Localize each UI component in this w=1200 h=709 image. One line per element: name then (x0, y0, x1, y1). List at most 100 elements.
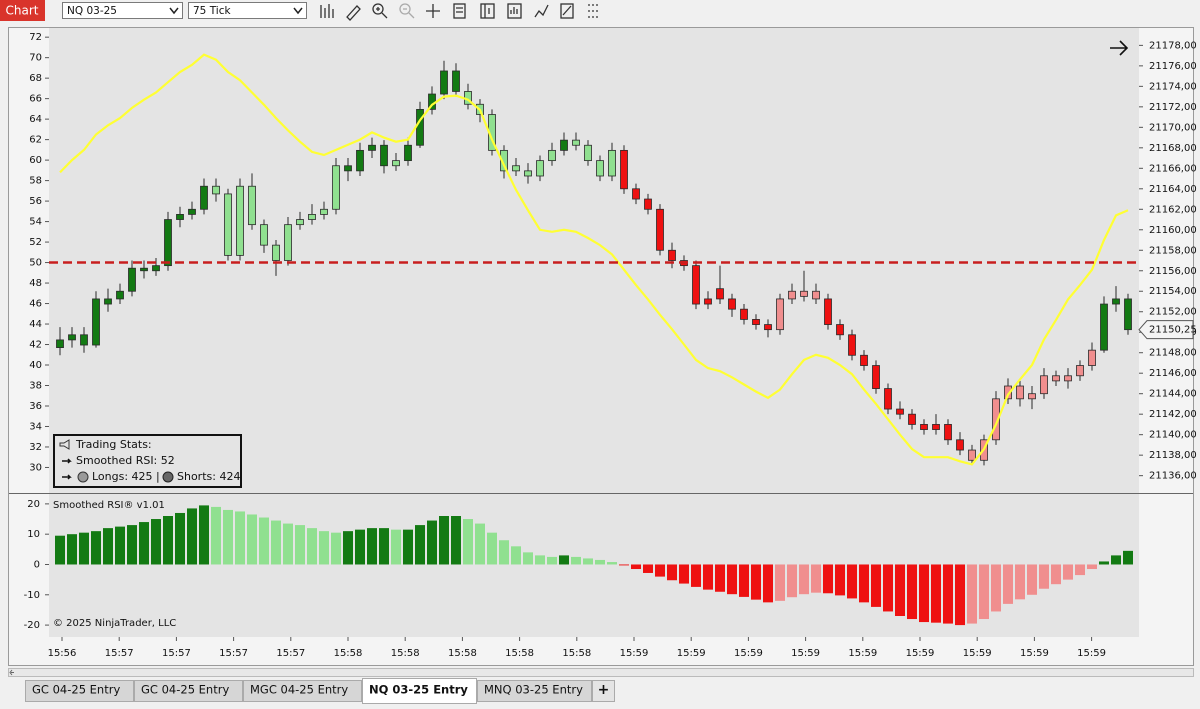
candle-body (944, 424, 952, 441)
indicators-icon[interactable] (534, 4, 549, 18)
y2-tick-label: 21154,00 (1149, 286, 1197, 297)
chart-button[interactable] (0, 0, 45, 21)
y-tick-label: 64 (29, 114, 42, 125)
candle-body (920, 424, 928, 430)
draw-icon[interactable] (346, 5, 361, 21)
templates-icon[interactable] (480, 3, 495, 19)
candle-body (116, 290, 124, 300)
candle-body (224, 193, 232, 256)
x-tick-label: 15:59 (734, 648, 763, 659)
candle-body (368, 144, 376, 151)
y2-tick-label: 21138,00 (1149, 450, 1197, 461)
candle-body (452, 70, 460, 92)
bars-icon[interactable] (320, 4, 334, 18)
y-tick-label: 60 (29, 155, 42, 166)
tab-label[interactable]: GC 04-25 Entry (32, 683, 120, 697)
histogram-bar (895, 564, 905, 616)
histogram-bar (415, 525, 425, 565)
last-price-marker (1138, 320, 1194, 340)
y-tick-label: 72 (29, 32, 42, 43)
tab[interactable] (25, 680, 134, 702)
candle-body (884, 388, 892, 410)
snapshot-icon[interactable] (560, 3, 574, 19)
zoom-in-icon[interactable] (372, 3, 384, 15)
more-icon[interactable] (588, 4, 600, 18)
y-tick-label: 68 (29, 73, 42, 84)
candle-body (152, 265, 160, 272)
candle-body (188, 208, 196, 215)
tab-label[interactable]: MNQ 03-25 Entry (484, 683, 583, 697)
properties-icon[interactable] (453, 3, 466, 19)
tab-label[interactable]: MGC 04-25 Entry (250, 683, 348, 697)
x-tick-label: 15:58 (448, 648, 477, 659)
histogram-bar (559, 555, 569, 565)
zoom-out-icon[interactable] (399, 3, 411, 15)
x-tick-label: 15:58 (391, 648, 420, 659)
histogram-bar (691, 564, 701, 587)
instrument-select[interactable] (62, 2, 183, 19)
arrow-icon (62, 474, 72, 480)
histogram-bar (403, 529, 413, 565)
active-tab[interactable] (362, 678, 477, 704)
candle-body (260, 224, 268, 246)
candle-body (380, 144, 388, 167)
histogram-bar (367, 528, 377, 565)
histogram-bar (859, 564, 869, 603)
add-tab-button[interactable] (592, 680, 615, 702)
chart-button-label[interactable]: Chart (6, 4, 39, 18)
histogram-bar (463, 519, 473, 565)
scrollbar[interactable] (8, 668, 1194, 677)
copyright: © 2025 NinjaTrader, LLC (53, 618, 176, 629)
add-tab-label[interactable]: + (598, 682, 610, 698)
histogram-bar (1099, 561, 1109, 565)
histogram-bar (571, 556, 581, 565)
candle-body (1028, 393, 1036, 400)
tab[interactable] (134, 680, 243, 702)
candle-body (668, 249, 676, 261)
candle-body (524, 170, 532, 177)
histogram-bar (967, 564, 977, 624)
y2-tick-label: 21152,00 (1149, 307, 1197, 318)
y2-tick-label: 21168,00 (1149, 143, 1197, 154)
strategies-icon[interactable] (507, 3, 522, 19)
histogram-bar (103, 528, 113, 565)
tab[interactable] (243, 680, 362, 702)
interval-select[interactable] (188, 2, 307, 19)
instrument-label[interactable]: NQ 03-25 (67, 5, 117, 17)
candle-body (716, 288, 724, 300)
stats-title: Trading Stats: (75, 438, 152, 451)
candle-body (1004, 385, 1012, 400)
histogram-bar (271, 520, 281, 565)
candle-body (992, 398, 1000, 441)
interval-label[interactable]: 75 Tick (193, 5, 231, 17)
histogram-bar (547, 556, 557, 565)
tab-label[interactable]: NQ 03-25 Entry (369, 683, 468, 697)
histogram-bar (763, 564, 773, 603)
y2-tick-label: 21176,00 (1149, 61, 1197, 72)
stats-rsi: Smoothed RSI: 52 (76, 454, 175, 467)
x-tick-label: 15:57 (276, 648, 305, 659)
y2-tick-label: 21166,00 (1149, 163, 1197, 174)
tab-label[interactable]: GC 04-25 Entry (141, 683, 229, 697)
histogram-bar (319, 531, 329, 565)
histogram-bar (535, 555, 545, 565)
histogram-bar (427, 520, 437, 565)
histogram-bar (439, 516, 449, 565)
scroll-right-arrow[interactable] (1110, 40, 1129, 56)
left-axis-area (9, 28, 49, 665)
histogram-bar (247, 514, 257, 565)
candle-body (80, 334, 88, 346)
crosshair-icon[interactable] (426, 4, 440, 18)
histogram-bar (823, 564, 833, 594)
candle-body (164, 219, 172, 267)
stats-shorts: Shorts: 424 (177, 470, 240, 483)
y2-tick-label: 21164,00 (1149, 184, 1197, 195)
y2-tick-label: 21136,00 (1149, 471, 1197, 482)
x-tick-label: 15:59 (963, 648, 992, 659)
histogram-bar (655, 564, 665, 577)
scroll-left[interactable] (9, 669, 14, 676)
tab[interactable] (477, 680, 592, 702)
y-tick-label: -10 (24, 590, 40, 601)
y2-tick-label: 21156,00 (1149, 266, 1197, 277)
